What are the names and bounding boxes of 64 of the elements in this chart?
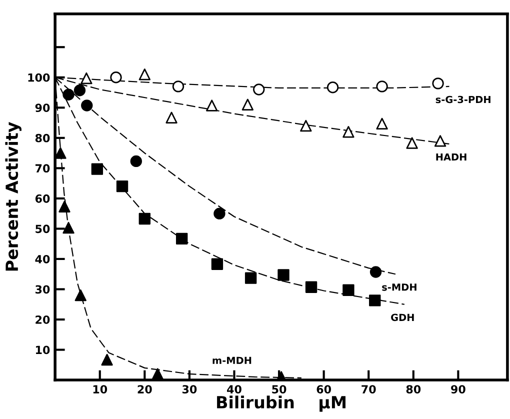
point bbox=[305, 281, 318, 293]
x-tick-label: 30 bbox=[182, 385, 197, 394]
point bbox=[253, 84, 265, 96]
point bbox=[74, 289, 86, 302]
point bbox=[81, 100, 93, 112]
point bbox=[244, 272, 257, 284]
point bbox=[138, 212, 151, 225]
y-tick-label: 60 bbox=[35, 194, 50, 203]
y-tick-label: 90 bbox=[35, 104, 50, 112]
point bbox=[110, 72, 122, 84]
point bbox=[211, 258, 224, 270]
point bbox=[152, 368, 164, 380]
point bbox=[116, 180, 128, 192]
x-tick-label: 40 bbox=[227, 385, 242, 394]
point bbox=[91, 163, 104, 175]
point bbox=[80, 72, 92, 84]
series-label: m-MDH bbox=[212, 356, 252, 364]
point bbox=[62, 88, 74, 100]
point bbox=[326, 82, 339, 94]
point bbox=[406, 137, 418, 149]
point bbox=[376, 80, 388, 92]
point bbox=[278, 269, 290, 281]
point bbox=[176, 232, 188, 245]
x-tick-label: 20 bbox=[138, 385, 152, 394]
point bbox=[101, 354, 113, 366]
point bbox=[370, 266, 382, 278]
point bbox=[369, 294, 381, 306]
point bbox=[342, 284, 354, 296]
series-label: s-MDH bbox=[382, 284, 416, 291]
series-label: s-G-3-PDH bbox=[436, 96, 490, 104]
x-tick-label: 60 bbox=[316, 385, 332, 394]
point bbox=[300, 120, 312, 132]
x-tick-label: 70 bbox=[362, 385, 376, 394]
point bbox=[58, 200, 70, 212]
x-tick-label: 90 bbox=[451, 385, 466, 394]
series-label: GDH bbox=[391, 314, 414, 322]
point bbox=[62, 222, 74, 234]
x-tick-label: 50 bbox=[272, 385, 286, 394]
y-tick-label: 30 bbox=[36, 285, 50, 294]
point bbox=[214, 208, 226, 220]
point bbox=[434, 135, 446, 147]
series-label: HADH bbox=[436, 153, 466, 161]
point bbox=[138, 68, 151, 80]
point bbox=[206, 100, 218, 112]
point bbox=[342, 126, 354, 138]
x-tick-label: 10 bbox=[93, 385, 108, 394]
point bbox=[55, 147, 66, 159]
y-tick-label: 100 bbox=[28, 73, 50, 82]
point bbox=[166, 112, 178, 124]
y-tick-label: 70 bbox=[36, 164, 50, 173]
point bbox=[376, 118, 388, 130]
x-axis-title: Bilirubin µM bbox=[217, 396, 346, 412]
y-tick-label: 20 bbox=[36, 315, 50, 324]
point bbox=[130, 155, 142, 168]
y-axis-title: Percent Activity bbox=[5, 122, 22, 271]
point bbox=[242, 98, 254, 110]
y-tick-label: 50 bbox=[36, 224, 50, 234]
y-tick-label: 80 bbox=[35, 134, 50, 142]
x-tick-label: 80 bbox=[406, 385, 421, 394]
y-tick-label: 10 bbox=[36, 346, 50, 354]
point bbox=[74, 84, 86, 96]
point bbox=[432, 78, 444, 90]
y-tick-label: 40 bbox=[35, 254, 50, 264]
point bbox=[172, 80, 184, 92]
